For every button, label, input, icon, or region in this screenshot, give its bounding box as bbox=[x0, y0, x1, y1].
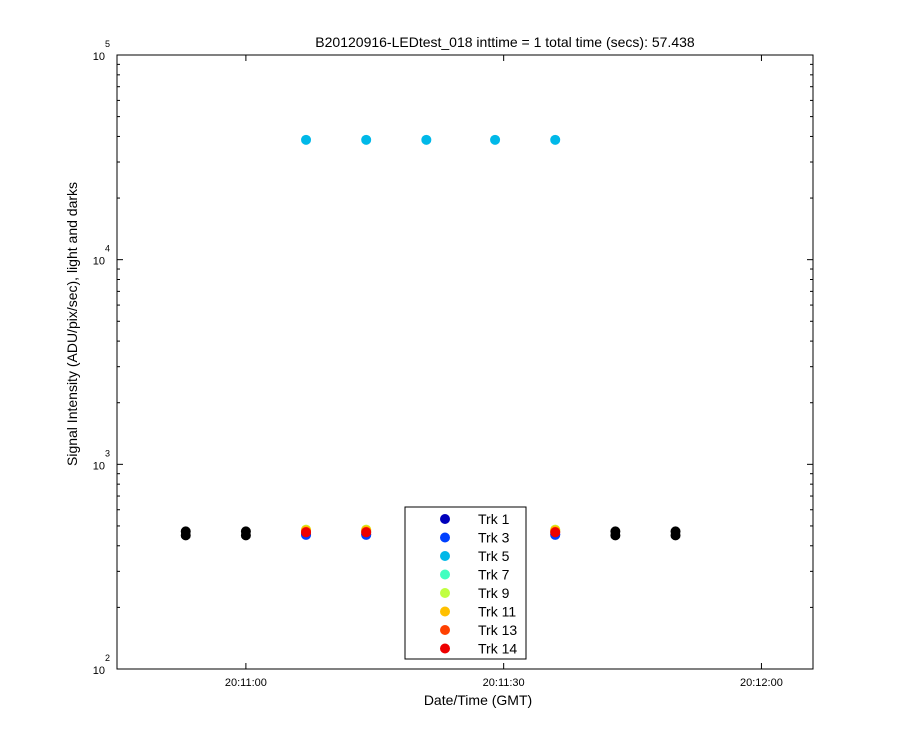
y-tick-label: 10 bbox=[93, 51, 105, 63]
y-tick-exponent: 2 bbox=[105, 653, 110, 663]
legend-label: Trk 13 bbox=[478, 622, 517, 638]
x-tick-label: 20:11:30 bbox=[483, 677, 525, 689]
y-tick-exponent: 5 bbox=[105, 39, 110, 49]
y-tick-label: 10 bbox=[93, 256, 105, 268]
legend-label: Trk 5 bbox=[478, 548, 510, 564]
point-trk-14 bbox=[550, 527, 561, 538]
y-tick-label: 10 bbox=[93, 460, 105, 472]
legend-label: Trk 14 bbox=[478, 641, 517, 657]
point-trk-5 bbox=[301, 134, 312, 145]
legend-label: Trk 1 bbox=[478, 511, 510, 527]
x-tick-label: 20:11:00 bbox=[225, 677, 267, 689]
point-trk-5 bbox=[361, 134, 372, 145]
y-tick-exponent: 4 bbox=[105, 244, 110, 254]
legend-marker bbox=[440, 569, 450, 580]
dark-point bbox=[240, 530, 251, 541]
legend-marker bbox=[440, 625, 450, 635]
legend: Trk 1 Trk 3 Trk 5 Trk 7 Trk 9 Trk 11 Trk 13 Trk… bbox=[404, 506, 527, 660]
y-tick-label: 10 bbox=[93, 665, 105, 677]
dark-point bbox=[180, 530, 191, 541]
dark-point bbox=[610, 530, 621, 541]
point-trk-5 bbox=[550, 134, 561, 145]
chart-title: B20120916-LEDtest_018 inttime = 1 total … bbox=[315, 34, 695, 50]
x-tick-label: 20:12:00 bbox=[740, 677, 783, 689]
x-axis: 20:11:00 20:11:30 20:12:00 bbox=[225, 55, 783, 689]
point-trk-5 bbox=[490, 134, 501, 145]
legend-marker bbox=[440, 643, 450, 654]
legend-label: Trk 3 bbox=[478, 530, 510, 546]
legend-marker bbox=[440, 514, 450, 524]
dark-point bbox=[670, 530, 681, 541]
legend-marker bbox=[440, 606, 450, 617]
point-trk-14 bbox=[301, 527, 312, 538]
data-points bbox=[180, 134, 681, 541]
legend-box bbox=[404, 506, 527, 660]
legend-marker bbox=[440, 551, 450, 561]
legend-label: Trk 11 bbox=[478, 604, 516, 620]
point-trk-14 bbox=[361, 527, 372, 538]
legend-label: Trk 9 bbox=[478, 585, 510, 601]
y-tick-exponent: 3 bbox=[105, 448, 110, 458]
x-axis-label: Date/Time (GMT) bbox=[424, 692, 532, 708]
legend-marker bbox=[440, 532, 450, 543]
legend-label: Trk 7 bbox=[478, 567, 510, 583]
legend-marker bbox=[440, 588, 450, 598]
point-trk-5 bbox=[421, 134, 432, 145]
y-axis-label: Signal Intensity (ADU/pix/sec), light an… bbox=[64, 182, 80, 466]
